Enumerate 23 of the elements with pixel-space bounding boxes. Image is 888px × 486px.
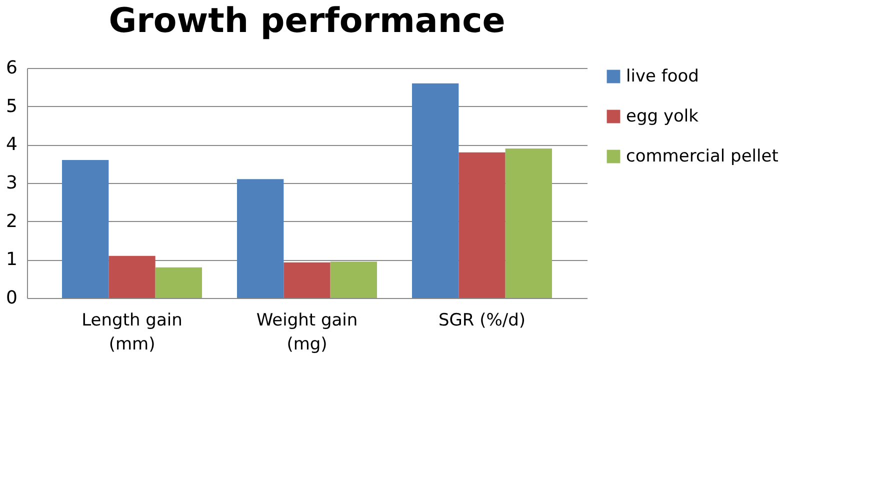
x-tick-label: SGR (%/d) bbox=[438, 310, 526, 330]
bar bbox=[237, 179, 284, 298]
bar bbox=[330, 262, 377, 298]
bar bbox=[505, 148, 552, 298]
y-tick-label: 3 bbox=[6, 172, 18, 194]
y-tick-label: 5 bbox=[6, 96, 18, 117]
x-tick-label: Weight gain (mg) bbox=[256, 310, 358, 354]
bar bbox=[62, 160, 109, 298]
y-tick-label: 2 bbox=[6, 210, 18, 232]
bar bbox=[458, 152, 506, 298]
y-tick-label: 1 bbox=[6, 249, 18, 270]
chart-title: Growth performance bbox=[108, 1, 506, 41]
y-tick-label: 0 bbox=[6, 288, 18, 308]
bar bbox=[412, 83, 459, 298]
y-tick-label: 4 bbox=[6, 134, 18, 156]
y-tick-label: 6 bbox=[6, 58, 18, 78]
x-tick-label: Length gain (mm) bbox=[82, 310, 182, 354]
legend-label: egg yolk bbox=[626, 106, 699, 126]
legend-label: commercial pellet bbox=[626, 146, 779, 166]
bar bbox=[155, 267, 202, 298]
legend-label: live food bbox=[626, 66, 699, 86]
bar bbox=[284, 262, 330, 298]
bar bbox=[108, 256, 156, 298]
